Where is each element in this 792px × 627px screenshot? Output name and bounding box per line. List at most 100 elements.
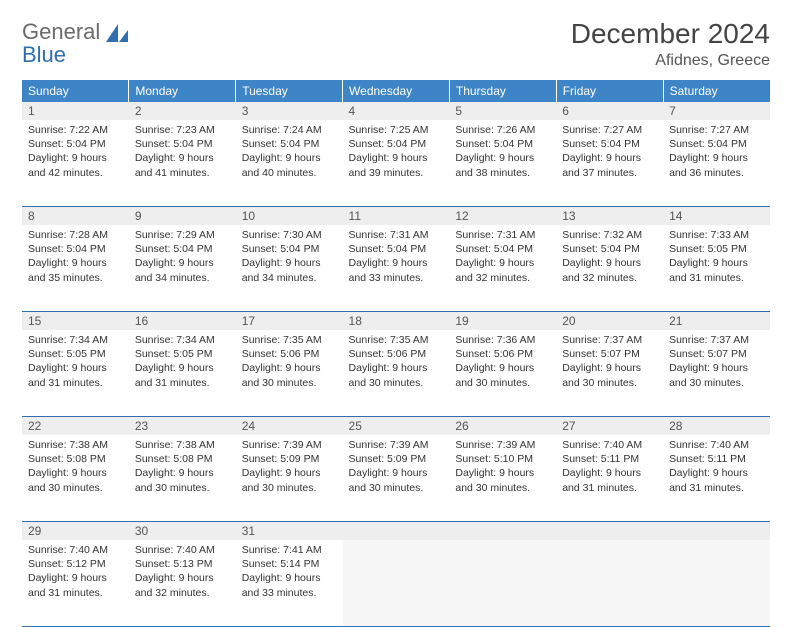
calendar-body: 1234567Sunrise: 7:22 AMSunset: 5:04 PMDa… [22,102,770,627]
day-details: Sunrise: 7:37 AMSunset: 5:07 PMDaylight:… [556,330,663,396]
day-cell [556,540,663,627]
daynum-row: 891011121314 [22,207,770,226]
day-number: 29 [22,522,129,541]
day-number: 26 [449,417,556,436]
page-header: General Blue December 2024 Afidnes, Gree… [22,18,770,70]
daynum-row: 22232425262728 [22,417,770,436]
day-details: Sunrise: 7:40 AMSunset: 5:11 PMDaylight:… [556,435,663,501]
day-cell: Sunrise: 7:35 AMSunset: 5:06 PMDaylight:… [343,330,450,417]
sail-icon [104,22,130,48]
day-cell: Sunrise: 7:37 AMSunset: 5:07 PMDaylight:… [663,330,770,417]
day-details: Sunrise: 7:33 AMSunset: 5:05 PMDaylight:… [663,225,770,291]
day-number: 4 [343,102,450,120]
month-title: December 2024 [571,18,770,50]
day-cell [449,540,556,627]
day-number: 5 [449,102,556,120]
day-number: 17 [236,312,343,331]
day-cell: Sunrise: 7:40 AMSunset: 5:11 PMDaylight:… [663,435,770,522]
day-cell: Sunrise: 7:35 AMSunset: 5:06 PMDaylight:… [236,330,343,417]
day-details: Sunrise: 7:32 AMSunset: 5:04 PMDaylight:… [556,225,663,291]
day-details: Sunrise: 7:28 AMSunset: 5:04 PMDaylight:… [22,225,129,291]
day-number: 6 [556,102,663,120]
day-number: 21 [663,312,770,331]
weekday-header: Thursday [449,80,556,102]
day-cell: Sunrise: 7:33 AMSunset: 5:05 PMDaylight:… [663,225,770,312]
daynum-row: 1234567 [22,102,770,120]
day-details: Sunrise: 7:41 AMSunset: 5:14 PMDaylight:… [236,540,343,606]
daynum-row: 293031 [22,522,770,541]
day-details: Sunrise: 7:31 AMSunset: 5:04 PMDaylight:… [343,225,450,291]
day-number: 9 [129,207,236,226]
day-cell: Sunrise: 7:38 AMSunset: 5:08 PMDaylight:… [22,435,129,522]
day-details: Sunrise: 7:38 AMSunset: 5:08 PMDaylight:… [129,435,236,501]
day-number: 23 [129,417,236,436]
day-number: 19 [449,312,556,331]
day-cell: Sunrise: 7:34 AMSunset: 5:05 PMDaylight:… [129,330,236,417]
day-number: 15 [22,312,129,331]
day-details: Sunrise: 7:39 AMSunset: 5:10 PMDaylight:… [449,435,556,501]
day-number: 1 [22,102,129,120]
day-number: 2 [129,102,236,120]
week-row: Sunrise: 7:34 AMSunset: 5:05 PMDaylight:… [22,330,770,417]
day-number: 25 [343,417,450,436]
day-cell: Sunrise: 7:28 AMSunset: 5:04 PMDaylight:… [22,225,129,312]
day-number: 22 [22,417,129,436]
daynum-row: 15161718192021 [22,312,770,331]
day-cell: Sunrise: 7:30 AMSunset: 5:04 PMDaylight:… [236,225,343,312]
day-cell: Sunrise: 7:37 AMSunset: 5:07 PMDaylight:… [556,330,663,417]
day-cell: Sunrise: 7:39 AMSunset: 5:10 PMDaylight:… [449,435,556,522]
week-row: Sunrise: 7:40 AMSunset: 5:12 PMDaylight:… [22,540,770,627]
day-cell: Sunrise: 7:40 AMSunset: 5:11 PMDaylight:… [556,435,663,522]
day-cell: Sunrise: 7:32 AMSunset: 5:04 PMDaylight:… [556,225,663,312]
weekday-header: Saturday [663,80,770,102]
day-details: Sunrise: 7:35 AMSunset: 5:06 PMDaylight:… [236,330,343,396]
weekday-header: Monday [129,80,236,102]
day-details: Sunrise: 7:39 AMSunset: 5:09 PMDaylight:… [236,435,343,501]
day-cell: Sunrise: 7:40 AMSunset: 5:12 PMDaylight:… [22,540,129,627]
weekday-header: Sunday [22,80,129,102]
day-number: 14 [663,207,770,226]
day-cell [343,540,450,627]
day-number [449,522,556,541]
day-cell: Sunrise: 7:23 AMSunset: 5:04 PMDaylight:… [129,120,236,207]
day-number: 12 [449,207,556,226]
day-details: Sunrise: 7:40 AMSunset: 5:13 PMDaylight:… [129,540,236,606]
day-details: Sunrise: 7:27 AMSunset: 5:04 PMDaylight:… [556,120,663,186]
day-number: 3 [236,102,343,120]
day-cell: Sunrise: 7:22 AMSunset: 5:04 PMDaylight:… [22,120,129,207]
day-number: 18 [343,312,450,331]
day-cell: Sunrise: 7:31 AMSunset: 5:04 PMDaylight:… [449,225,556,312]
day-cell: Sunrise: 7:34 AMSunset: 5:05 PMDaylight:… [22,330,129,417]
day-details: Sunrise: 7:22 AMSunset: 5:04 PMDaylight:… [22,120,129,186]
brand-line2: Blue [22,43,100,66]
day-cell: Sunrise: 7:36 AMSunset: 5:06 PMDaylight:… [449,330,556,417]
day-details: Sunrise: 7:25 AMSunset: 5:04 PMDaylight:… [343,120,450,186]
day-details: Sunrise: 7:30 AMSunset: 5:04 PMDaylight:… [236,225,343,291]
day-details: Sunrise: 7:37 AMSunset: 5:07 PMDaylight:… [663,330,770,396]
day-details: Sunrise: 7:31 AMSunset: 5:04 PMDaylight:… [449,225,556,291]
weekday-header: Wednesday [343,80,450,102]
day-cell: Sunrise: 7:38 AMSunset: 5:08 PMDaylight:… [129,435,236,522]
week-row: Sunrise: 7:22 AMSunset: 5:04 PMDaylight:… [22,120,770,207]
weekday-header-row: Sunday Monday Tuesday Wednesday Thursday… [22,80,770,102]
day-cell: Sunrise: 7:29 AMSunset: 5:04 PMDaylight:… [129,225,236,312]
day-number: 10 [236,207,343,226]
day-cell: Sunrise: 7:39 AMSunset: 5:09 PMDaylight:… [343,435,450,522]
day-cell: Sunrise: 7:27 AMSunset: 5:04 PMDaylight:… [663,120,770,207]
weekday-header: Friday [556,80,663,102]
day-details: Sunrise: 7:40 AMSunset: 5:11 PMDaylight:… [663,435,770,501]
day-cell: Sunrise: 7:39 AMSunset: 5:09 PMDaylight:… [236,435,343,522]
week-row: Sunrise: 7:38 AMSunset: 5:08 PMDaylight:… [22,435,770,522]
day-cell [663,540,770,627]
day-number: 24 [236,417,343,436]
day-cell: Sunrise: 7:27 AMSunset: 5:04 PMDaylight:… [556,120,663,207]
day-number: 8 [22,207,129,226]
day-number: 16 [129,312,236,331]
day-cell: Sunrise: 7:24 AMSunset: 5:04 PMDaylight:… [236,120,343,207]
day-number: 7 [663,102,770,120]
title-block: December 2024 Afidnes, Greece [571,18,770,70]
day-details: Sunrise: 7:23 AMSunset: 5:04 PMDaylight:… [129,120,236,186]
weekday-header: Tuesday [236,80,343,102]
day-details: Sunrise: 7:38 AMSunset: 5:08 PMDaylight:… [22,435,129,501]
day-number [556,522,663,541]
